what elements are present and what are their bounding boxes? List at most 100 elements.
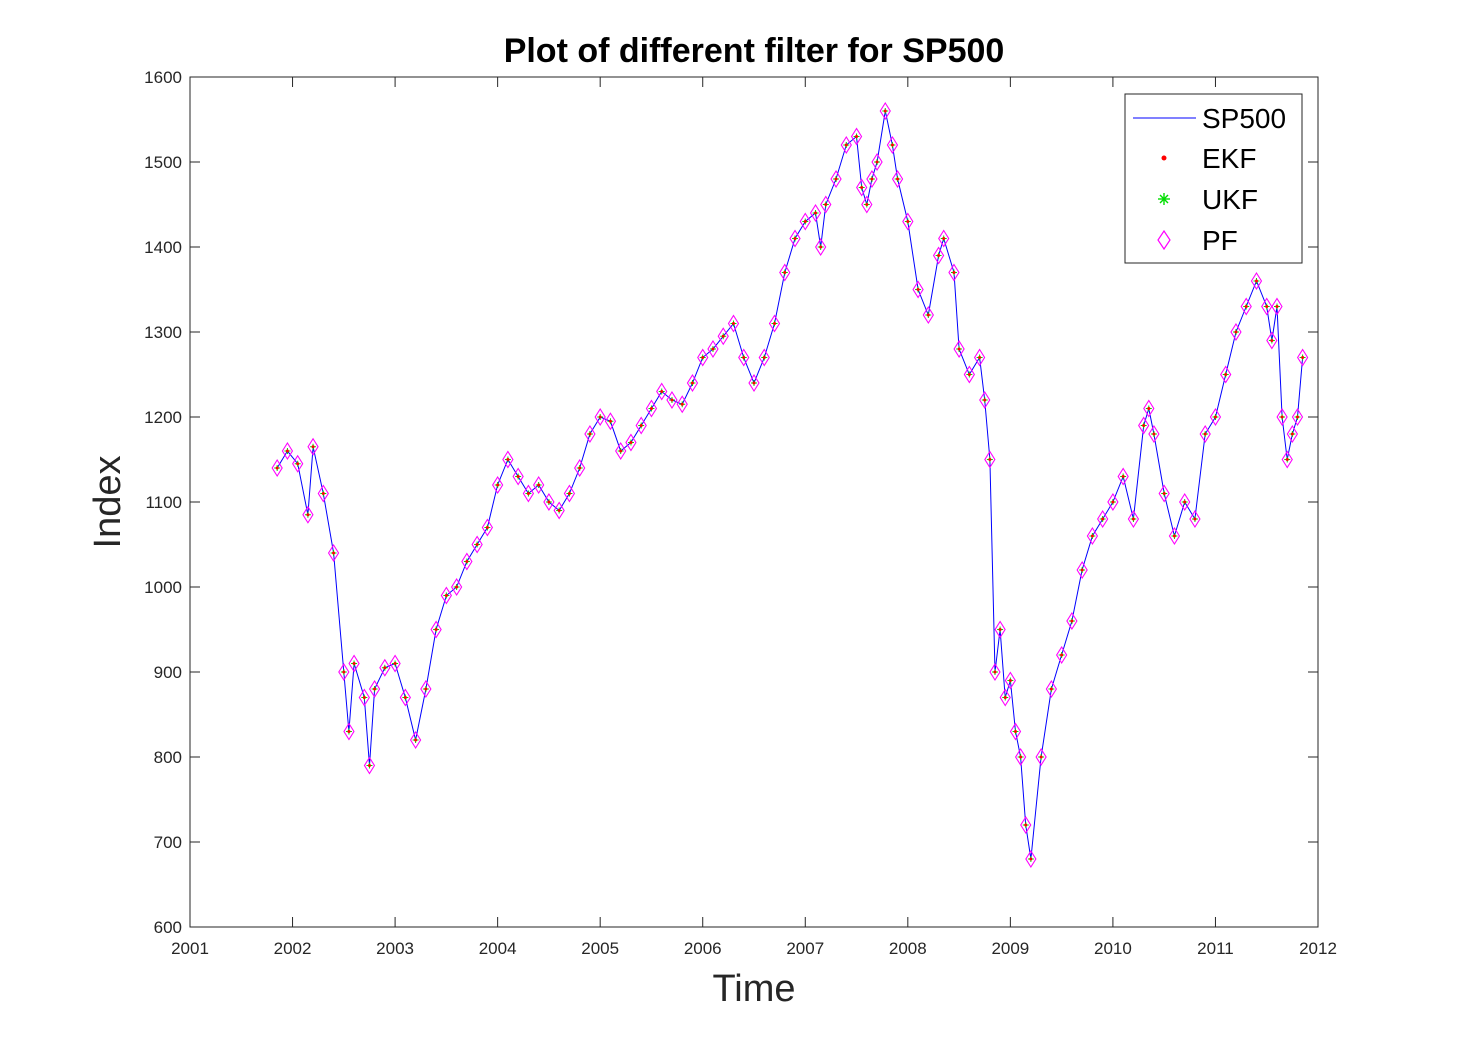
ekf-marker: [1224, 373, 1228, 376]
ekf-marker: [1244, 305, 1248, 308]
ekf-marker: [814, 211, 818, 215]
chart-title: Plot of different filter for SP500: [504, 32, 1005, 70]
ekf-marker: [526, 492, 530, 495]
ekf-marker: [926, 313, 930, 317]
ekf-marker: [1039, 755, 1043, 759]
ekf-marker: [1213, 415, 1217, 419]
ekf-marker: [1295, 415, 1299, 419]
pf-marker: [1066, 611, 1078, 631]
pf-marker: [512, 467, 524, 486]
pf-marker: [820, 195, 832, 214]
pf-marker: [338, 662, 350, 682]
x-tick-label: 2007: [786, 939, 824, 958]
ekf-marker: [883, 109, 887, 113]
pf-marker: [1025, 849, 1037, 869]
legend-box: [1124, 93, 1303, 264]
pf-marker: [989, 662, 1001, 682]
pf-marker: [748, 373, 760, 393]
x-tick-label: 2003: [376, 939, 414, 958]
pf-marker: [1035, 747, 1047, 767]
ekf-marker: [321, 492, 325, 495]
x-axis-label: Time: [712, 968, 795, 1010]
ekf-marker: [1131, 517, 1135, 521]
ekf-marker: [496, 483, 500, 487]
ekf-marker: [1019, 755, 1023, 759]
ekf-marker: [1193, 517, 1197, 521]
ekf-marker: [434, 628, 438, 631]
pf-marker: [866, 169, 878, 189]
ekf-marker: [485, 526, 489, 529]
ekf-marker: [978, 356, 982, 359]
pf-marker: [1291, 407, 1304, 427]
pf-marker: [615, 441, 627, 461]
ekf-marker: [1183, 500, 1187, 504]
pf-marker: [1266, 331, 1278, 350]
ekf-marker: [537, 483, 541, 487]
pf-marker: [271, 458, 283, 478]
pf-marker: [697, 348, 709, 367]
ekf-marker: [1024, 823, 1028, 827]
ekf-marker: [1008, 679, 1012, 682]
ekf-marker: [557, 509, 561, 512]
ekf-marker: [285, 449, 289, 453]
pf-marker: [522, 484, 535, 503]
ekf-marker: [424, 687, 428, 691]
ekf-marker: [855, 135, 859, 138]
ekf-marker: [475, 543, 479, 546]
ekf-marker: [731, 322, 735, 325]
y-tick-label: 600: [154, 918, 182, 937]
pf-marker: [327, 543, 340, 563]
ekf-marker: [1121, 475, 1125, 478]
y-tick-label: 1500: [144, 153, 182, 172]
ekf-marker: [414, 738, 418, 742]
x-tick-label: 2009: [991, 939, 1029, 958]
pf-marker: [553, 501, 565, 520]
ekf-marker: [993, 670, 997, 674]
ekf-marker: [403, 696, 407, 699]
y-tick-label: 1100: [145, 493, 182, 512]
pf-marker: [635, 416, 647, 435]
ekf-marker: [619, 449, 623, 453]
pf-marker: [1107, 492, 1119, 512]
legend-sp500-label: SP500: [1202, 103, 1286, 134]
pf-marker: [830, 169, 842, 189]
pf-marker: [922, 305, 934, 325]
y-tick-label: 1200: [144, 408, 182, 427]
y-tick-label: 1600: [144, 68, 182, 87]
ekf-marker: [773, 322, 777, 325]
pf-marker: [789, 229, 801, 248]
ekf-marker: [1090, 534, 1094, 538]
pf-marker: [938, 229, 950, 248]
pf-marker: [543, 492, 555, 512]
ekf-marker: [1162, 492, 1166, 495]
ekf-marker: [967, 373, 971, 376]
pf-marker: [871, 152, 883, 172]
pf-marker: [1138, 416, 1150, 435]
pf-marker: [891, 169, 904, 189]
pf-marker: [1209, 407, 1222, 427]
ekf-marker: [819, 245, 823, 249]
pf-marker: [358, 688, 370, 707]
x-tick-label: 2005: [581, 939, 619, 958]
pf-marker: [815, 237, 827, 257]
pf-marker: [809, 203, 822, 223]
legend-ekf-label: EKF: [1202, 143, 1256, 174]
ekf-marker: [608, 419, 612, 423]
legend-ekf-marker: [1161, 155, 1167, 161]
pf-marker: [1127, 509, 1140, 529]
ekf-marker: [393, 662, 397, 665]
ekf-marker: [1152, 432, 1156, 436]
ekf-marker: [988, 458, 992, 461]
y-tick-label: 800: [154, 748, 182, 767]
pf-marker: [625, 433, 637, 452]
ekf-marker: [834, 177, 838, 181]
pf-marker: [440, 586, 453, 605]
x-tick-label: 2001: [171, 939, 209, 958]
ekf-marker: [578, 466, 582, 470]
ekf-marker: [870, 177, 874, 181]
ekf-marker: [362, 696, 366, 699]
y-tick-label: 900: [154, 663, 182, 682]
ekf-marker: [742, 356, 746, 359]
pf-marker: [399, 688, 411, 707]
pf-marker: [563, 484, 576, 503]
